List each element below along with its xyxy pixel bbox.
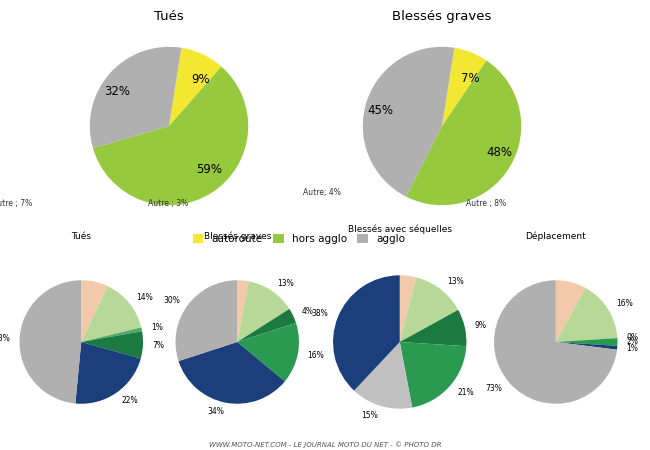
Wedge shape	[354, 342, 412, 409]
Text: 34%: 34%	[207, 407, 224, 416]
Text: 0%: 0%	[627, 333, 638, 342]
Wedge shape	[556, 338, 618, 342]
Text: 2%: 2%	[627, 338, 639, 346]
Wedge shape	[237, 281, 289, 342]
Wedge shape	[20, 280, 81, 404]
Text: 59%: 59%	[196, 163, 222, 176]
Text: 22%: 22%	[122, 396, 138, 405]
Text: Autre; 4%: Autre; 4%	[303, 188, 341, 197]
Wedge shape	[75, 342, 141, 404]
Text: 16%: 16%	[307, 351, 324, 360]
Text: WWW.MOTO-NET.COM - LE JOURNAL MOTO DU NET - © PHOTO DR: WWW.MOTO-NET.COM - LE JOURNAL MOTO DU NE…	[209, 441, 441, 448]
Text: 48%: 48%	[486, 146, 512, 159]
Text: 30%: 30%	[163, 296, 180, 305]
Text: Autre ; 7%: Autre ; 7%	[0, 199, 32, 208]
Text: 48%: 48%	[0, 334, 10, 343]
Text: 21%: 21%	[458, 388, 474, 397]
Wedge shape	[90, 47, 181, 148]
Text: 73%: 73%	[486, 384, 502, 393]
Text: 7%: 7%	[152, 341, 164, 350]
Wedge shape	[400, 310, 467, 346]
Wedge shape	[237, 280, 249, 342]
Title: Tués: Tués	[154, 10, 184, 23]
Wedge shape	[81, 280, 108, 342]
Text: 13%: 13%	[277, 279, 294, 288]
Wedge shape	[406, 60, 521, 205]
Text: 14%: 14%	[136, 292, 153, 302]
Text: 32%: 32%	[105, 86, 131, 99]
Wedge shape	[176, 280, 237, 361]
Title: Déplacement: Déplacement	[525, 231, 586, 241]
Title: Blessés avec séquelles: Blessés avec séquelles	[348, 225, 452, 234]
Text: 38%: 38%	[312, 309, 328, 318]
Wedge shape	[400, 342, 466, 408]
Wedge shape	[179, 342, 285, 404]
Wedge shape	[81, 286, 141, 342]
Title: Blessés graves: Blessés graves	[203, 231, 271, 241]
Wedge shape	[81, 328, 142, 342]
Text: 9%: 9%	[191, 73, 209, 86]
Wedge shape	[494, 280, 617, 404]
Title: Blessés graves: Blessés graves	[393, 10, 491, 23]
Wedge shape	[169, 48, 222, 126]
Text: 16%: 16%	[616, 299, 632, 308]
Wedge shape	[237, 309, 296, 342]
Text: 7%: 7%	[461, 72, 480, 85]
Text: 13%: 13%	[447, 277, 463, 286]
Wedge shape	[400, 277, 458, 342]
Wedge shape	[93, 67, 248, 205]
Text: 1%: 1%	[627, 344, 638, 353]
Wedge shape	[556, 288, 618, 342]
Legend: autoroute, hors agglo, agglo: autoroute, hors agglo, agglo	[188, 230, 410, 248]
Wedge shape	[400, 275, 417, 342]
Text: 1%: 1%	[151, 323, 162, 332]
Text: 9%: 9%	[474, 321, 487, 330]
Text: 15%: 15%	[361, 411, 378, 420]
Wedge shape	[442, 48, 486, 126]
Text: Autre ; 3%: Autre ; 3%	[148, 199, 188, 208]
Wedge shape	[81, 331, 143, 359]
Wedge shape	[333, 275, 400, 391]
Text: 45%: 45%	[367, 104, 393, 117]
Wedge shape	[556, 338, 618, 346]
Text: 4%: 4%	[302, 307, 313, 316]
Wedge shape	[556, 280, 586, 342]
Wedge shape	[556, 342, 618, 350]
Title: Tués: Tués	[72, 232, 91, 241]
Wedge shape	[363, 47, 454, 197]
Wedge shape	[237, 323, 299, 381]
Text: Autre ; 8%: Autre ; 8%	[467, 199, 506, 208]
